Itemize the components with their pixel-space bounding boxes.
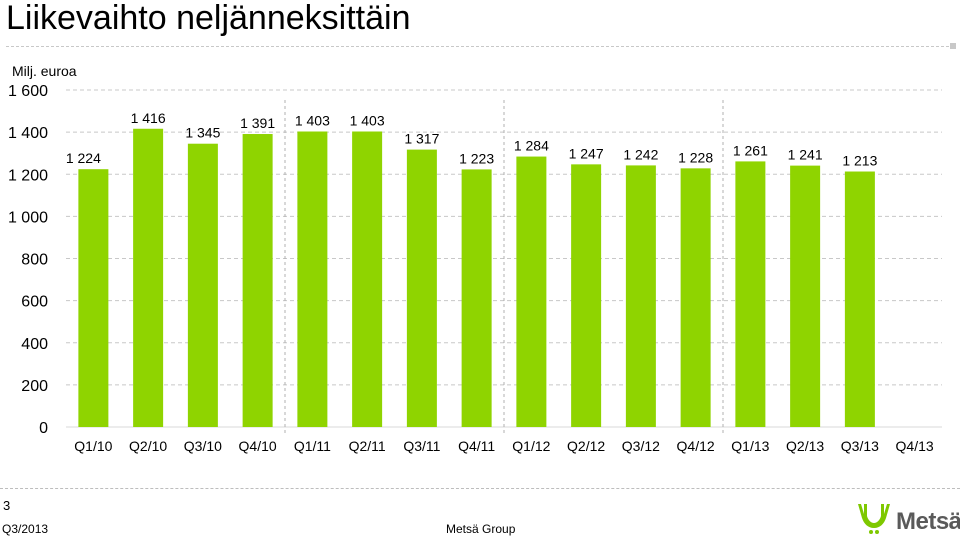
x-tick-label: Q3/13	[841, 438, 879, 454]
page-number: 3	[3, 498, 11, 513]
footer-date: Q3/2013	[2, 522, 49, 536]
metsa-logo: Metsä	[852, 498, 960, 542]
data-label: 1 213	[842, 153, 877, 169]
bar	[844, 171, 875, 427]
y-tick-label: 1 000	[8, 209, 48, 226]
x-tick-label: Q4/11	[458, 438, 495, 454]
bar	[352, 131, 383, 428]
x-tick-label: Q4/12	[677, 438, 715, 454]
bar	[625, 165, 656, 427]
x-tick-label: Q2/11	[349, 438, 386, 454]
y-tick-label: 1 200	[8, 167, 48, 184]
data-label: 1 317	[404, 131, 439, 147]
bar	[790, 165, 821, 427]
data-label: 1 416	[131, 110, 166, 126]
y-tick-label: 600	[21, 294, 48, 311]
data-label: 1 391	[240, 115, 275, 131]
data-label: 1 247	[569, 145, 604, 161]
x-tick-label: Q2/13	[786, 438, 824, 454]
x-tick-label: Q1/11	[294, 438, 331, 454]
data-label: 1 224	[66, 150, 101, 166]
data-label: 1 261	[733, 142, 768, 158]
y-tick-label: 400	[21, 336, 48, 353]
data-label: 1 403	[295, 112, 330, 128]
y-tick-label: 800	[21, 252, 48, 269]
quarterly-revenue-chart: Milj. euroa 0 200 400 600 800 1 000 1 200 1 400…	[8, 63, 942, 454]
page-title: Liikevaihto neljänneksittäin	[6, 0, 411, 37]
bar	[516, 156, 547, 427]
x-tick-label: Q3/12	[622, 438, 660, 454]
y-tick-label: 200	[21, 378, 48, 395]
y-tick-label: 1 600	[8, 83, 48, 100]
bar	[78, 169, 109, 427]
data-label: 1 223	[459, 150, 494, 166]
data-label: 1 241	[788, 147, 823, 163]
bar	[133, 128, 164, 427]
logo-wordmark: Metsä	[896, 508, 960, 535]
bar	[735, 161, 766, 428]
y-axis-ticks: 0 200 400 600 800 1 000 1 200 1 400 1 600	[8, 83, 48, 437]
data-label: 1 284	[514, 138, 549, 154]
y-tick-label: 0	[39, 420, 48, 437]
y-axis-title: Milj. euroa	[12, 63, 77, 79]
x-tick-label: Q3/11	[403, 438, 440, 454]
data-label: 1 242	[623, 146, 658, 162]
moose-antlers-icon	[858, 504, 890, 538]
data-label: 1 345	[185, 125, 220, 141]
x-tick-label: Q4/10	[239, 438, 277, 454]
x-tick-label: Q1/13	[731, 438, 769, 454]
x-tick-label: Q1/10	[74, 438, 112, 454]
bar	[242, 134, 273, 427]
bar	[406, 149, 437, 427]
footer-company: Metsä Group	[446, 522, 516, 536]
x-axis-ticks: Q1/10 Q2/10 Q3/10 Q4/10 Q1/11 Q2/11 Q3/11 Q4/11…	[74, 438, 934, 454]
data-labels: 1 224 1 416 1 345 1 391 1 403 1 403 1 317 1 223…	[66, 110, 878, 169]
bar	[571, 164, 602, 427]
y-tick-label: 1 400	[8, 125, 48, 142]
year-dividers	[284, 100, 724, 435]
footer-divider	[0, 488, 960, 489]
x-tick-label: Q3/10	[184, 438, 222, 454]
x-tick-label: Q4/13	[896, 438, 934, 454]
x-tick-label: Q2/12	[567, 438, 605, 454]
title-divider-marker	[950, 43, 956, 49]
bar	[680, 168, 711, 428]
bar	[187, 143, 218, 427]
bars	[78, 128, 875, 428]
x-tick-label: Q2/10	[129, 438, 167, 454]
bar	[461, 169, 492, 427]
data-label: 1 228	[678, 149, 713, 165]
bar	[297, 131, 328, 428]
title-divider	[6, 46, 954, 47]
x-tick-label: Q1/12	[512, 438, 550, 454]
data-label: 1 403	[350, 112, 385, 128]
